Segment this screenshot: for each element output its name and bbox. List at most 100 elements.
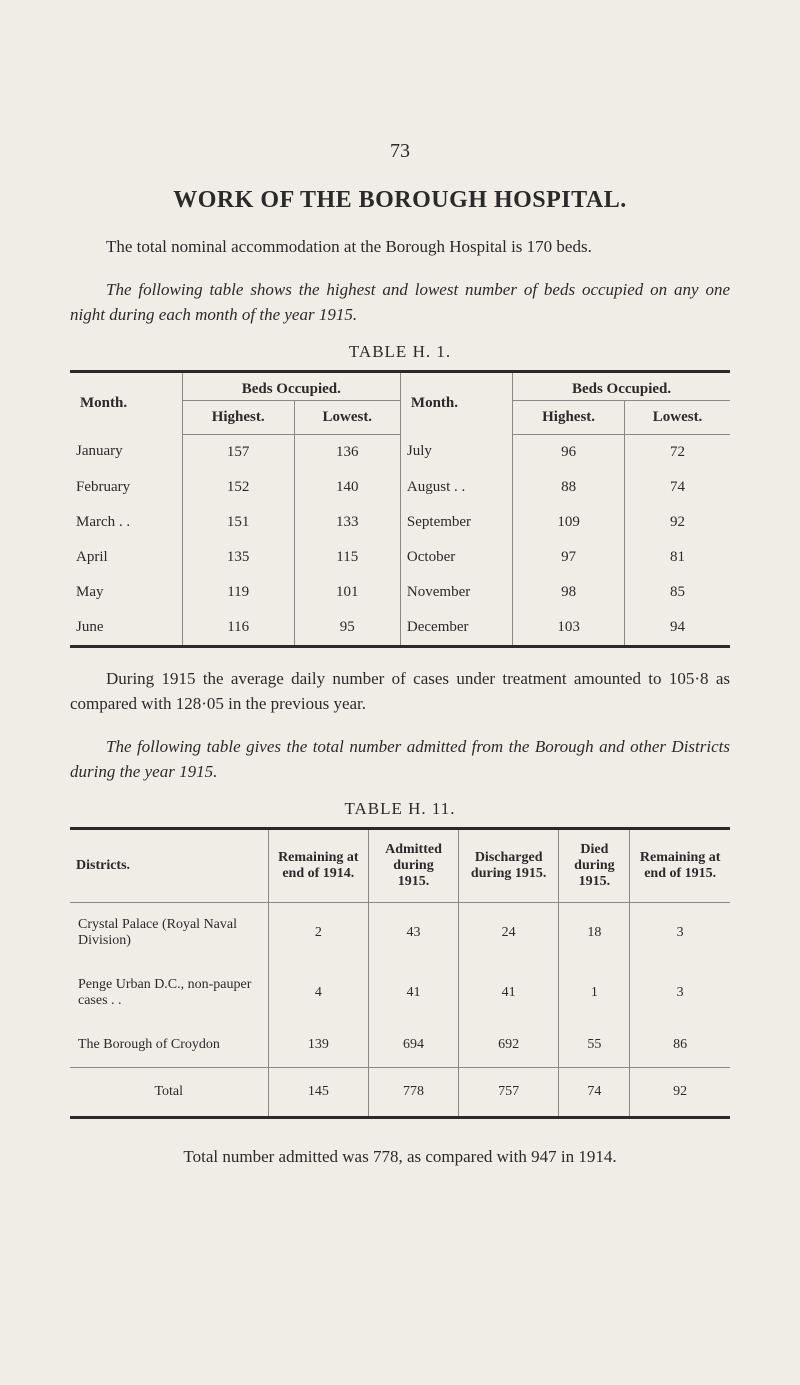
t1-body: January 157 136 July 96 72 February 152 … <box>70 434 730 646</box>
t2-cell: 43 <box>369 902 459 963</box>
t1-cell: 157 <box>182 434 294 470</box>
footnote: Total number admitted was 778, as compar… <box>70 1147 730 1167</box>
t1-h-beds-right: Beds Occupied. <box>513 371 730 400</box>
t2-cell: 1 <box>559 963 630 1023</box>
t1-cell: 115 <box>294 540 400 575</box>
t2-body: Crystal Palace (Royal Naval Division) 2 … <box>70 902 730 1117</box>
table-row: February 152 140 August . . 88 74 <box>70 470 730 505</box>
t1-cell: 94 <box>625 610 730 647</box>
main-title: WORK OF THE BOROUGH HOSPITAL. <box>70 187 730 214</box>
t1-cell: March . . <box>70 505 182 540</box>
table-row: The Borough of Croydon 139 694 692 55 86 <box>70 1023 730 1068</box>
table-row: May 119 101 November 98 85 <box>70 575 730 610</box>
paragraph-intro: The total nominal accommodation at the B… <box>70 234 730 260</box>
t2-cell: 694 <box>369 1023 459 1068</box>
t1-cell: September <box>400 505 512 540</box>
t2-cell: 692 <box>458 1023 559 1068</box>
t1-h-high-l: Highest. <box>182 400 294 434</box>
t1-cell: January <box>70 434 182 470</box>
t1-h-beds-left: Beds Occupied. <box>182 371 400 400</box>
t2-cell: 4 <box>268 963 369 1023</box>
t2-total-cell: 778 <box>369 1067 459 1117</box>
t1-cell: 85 <box>625 575 730 610</box>
t2-cell: 139 <box>268 1023 369 1068</box>
t2-cell: 3 <box>630 902 730 963</box>
table-h2: Districts. Remaining at end of 1914. Adm… <box>70 827 730 1119</box>
table-row: January 157 136 July 96 72 <box>70 434 730 470</box>
t1-cell: November <box>400 575 512 610</box>
table2-caption: TABLE H. 11. <box>70 799 730 819</box>
t1-cell: 81 <box>625 540 730 575</box>
t2-cell: Crystal Palace (Royal Naval Division) <box>70 902 268 963</box>
t2-cell: 2 <box>268 902 369 963</box>
t1-cell: May <box>70 575 182 610</box>
t2-cell: 41 <box>369 963 459 1023</box>
page-number: 73 <box>70 140 730 163</box>
t1-cell: 103 <box>513 610 625 647</box>
t2-cell: 18 <box>559 902 630 963</box>
t2-h-discharged: Discharged during 1915. <box>458 828 559 902</box>
t2-total-cell: 757 <box>458 1067 559 1117</box>
t1-cell: 109 <box>513 505 625 540</box>
t1-cell: 74 <box>625 470 730 505</box>
t2-h-admitted: Admitted during 1915. <box>369 828 459 902</box>
t1-cell: 140 <box>294 470 400 505</box>
t1-cell: 72 <box>625 434 730 470</box>
t1-cell: 97 <box>513 540 625 575</box>
t1-cell: 88 <box>513 470 625 505</box>
t2-cell: 3 <box>630 963 730 1023</box>
paragraph-average: During 1915 the average daily number of … <box>70 666 730 717</box>
t2-total-cell: 74 <box>559 1067 630 1117</box>
t1-cell: 116 <box>182 610 294 647</box>
t1-cell: 95 <box>294 610 400 647</box>
t1-h-low-r: Lowest. <box>625 400 730 434</box>
t1-cell: 92 <box>625 505 730 540</box>
t1-cell: 98 <box>513 575 625 610</box>
table-total-row: Total 145 778 757 74 92 <box>70 1067 730 1117</box>
t2-h-remain-start: Remaining at end of 1914. <box>268 828 369 902</box>
t1-h-high-r: Highest. <box>513 400 625 434</box>
t1-h-month-right: Month. <box>400 371 512 434</box>
t1-cell: February <box>70 470 182 505</box>
t2-cell: 41 <box>458 963 559 1023</box>
paragraph-table2-intro: The following table gives the total numb… <box>70 734 730 785</box>
t2-h-remain-end: Remaining at end of 1915. <box>630 828 730 902</box>
t1-cell: 136 <box>294 434 400 470</box>
t1-cell: 133 <box>294 505 400 540</box>
t2-h-districts: Districts. <box>70 828 268 902</box>
t2-cell: 24 <box>458 902 559 963</box>
t1-cell: October <box>400 540 512 575</box>
t1-cell: 101 <box>294 575 400 610</box>
t2-total-cell: 92 <box>630 1067 730 1117</box>
t1-h-low-l: Lowest. <box>294 400 400 434</box>
table-row: Penge Urban D.C., non-pauper cases . . 4… <box>70 963 730 1023</box>
t2-cell: Penge Urban D.C., non-pauper cases . . <box>70 963 268 1023</box>
table-row: April 135 115 October 97 81 <box>70 540 730 575</box>
table-row: Crystal Palace (Royal Naval Division) 2 … <box>70 902 730 963</box>
t1-cell: July <box>400 434 512 470</box>
table1-caption: TABLE H. 1. <box>70 342 730 362</box>
table-row: June 116 95 December 103 94 <box>70 610 730 647</box>
t1-cell: 119 <box>182 575 294 610</box>
t1-cell: 152 <box>182 470 294 505</box>
t1-h-month-left: Month. <box>70 371 182 434</box>
t1-cell: 151 <box>182 505 294 540</box>
t2-cell: 86 <box>630 1023 730 1068</box>
t1-cell: 96 <box>513 434 625 470</box>
paragraph-table1-intro: The following table shows the highest an… <box>70 277 730 328</box>
t2-h-died: Died during 1915. <box>559 828 630 902</box>
t2-total-label: Total <box>70 1067 268 1117</box>
t1-cell: April <box>70 540 182 575</box>
t2-cell: 55 <box>559 1023 630 1068</box>
t2-total-cell: 145 <box>268 1067 369 1117</box>
t1-cell: August . . <box>400 470 512 505</box>
para1-text-a: The total nominal accommodation at the B… <box>106 237 527 256</box>
document-page: 73 WORK OF THE BOROUGH HOSPITAL. The tot… <box>0 0 800 1385</box>
t1-cell: June <box>70 610 182 647</box>
t1-cell: December <box>400 610 512 647</box>
para1-text-b: 170 beds. <box>527 237 592 256</box>
table-row: March . . 151 133 September 109 92 <box>70 505 730 540</box>
t1-cell: 135 <box>182 540 294 575</box>
t2-cell: The Borough of Croydon <box>70 1023 268 1068</box>
table-h1: Month. Beds Occupied. Month. Beds Occupi… <box>70 370 730 648</box>
